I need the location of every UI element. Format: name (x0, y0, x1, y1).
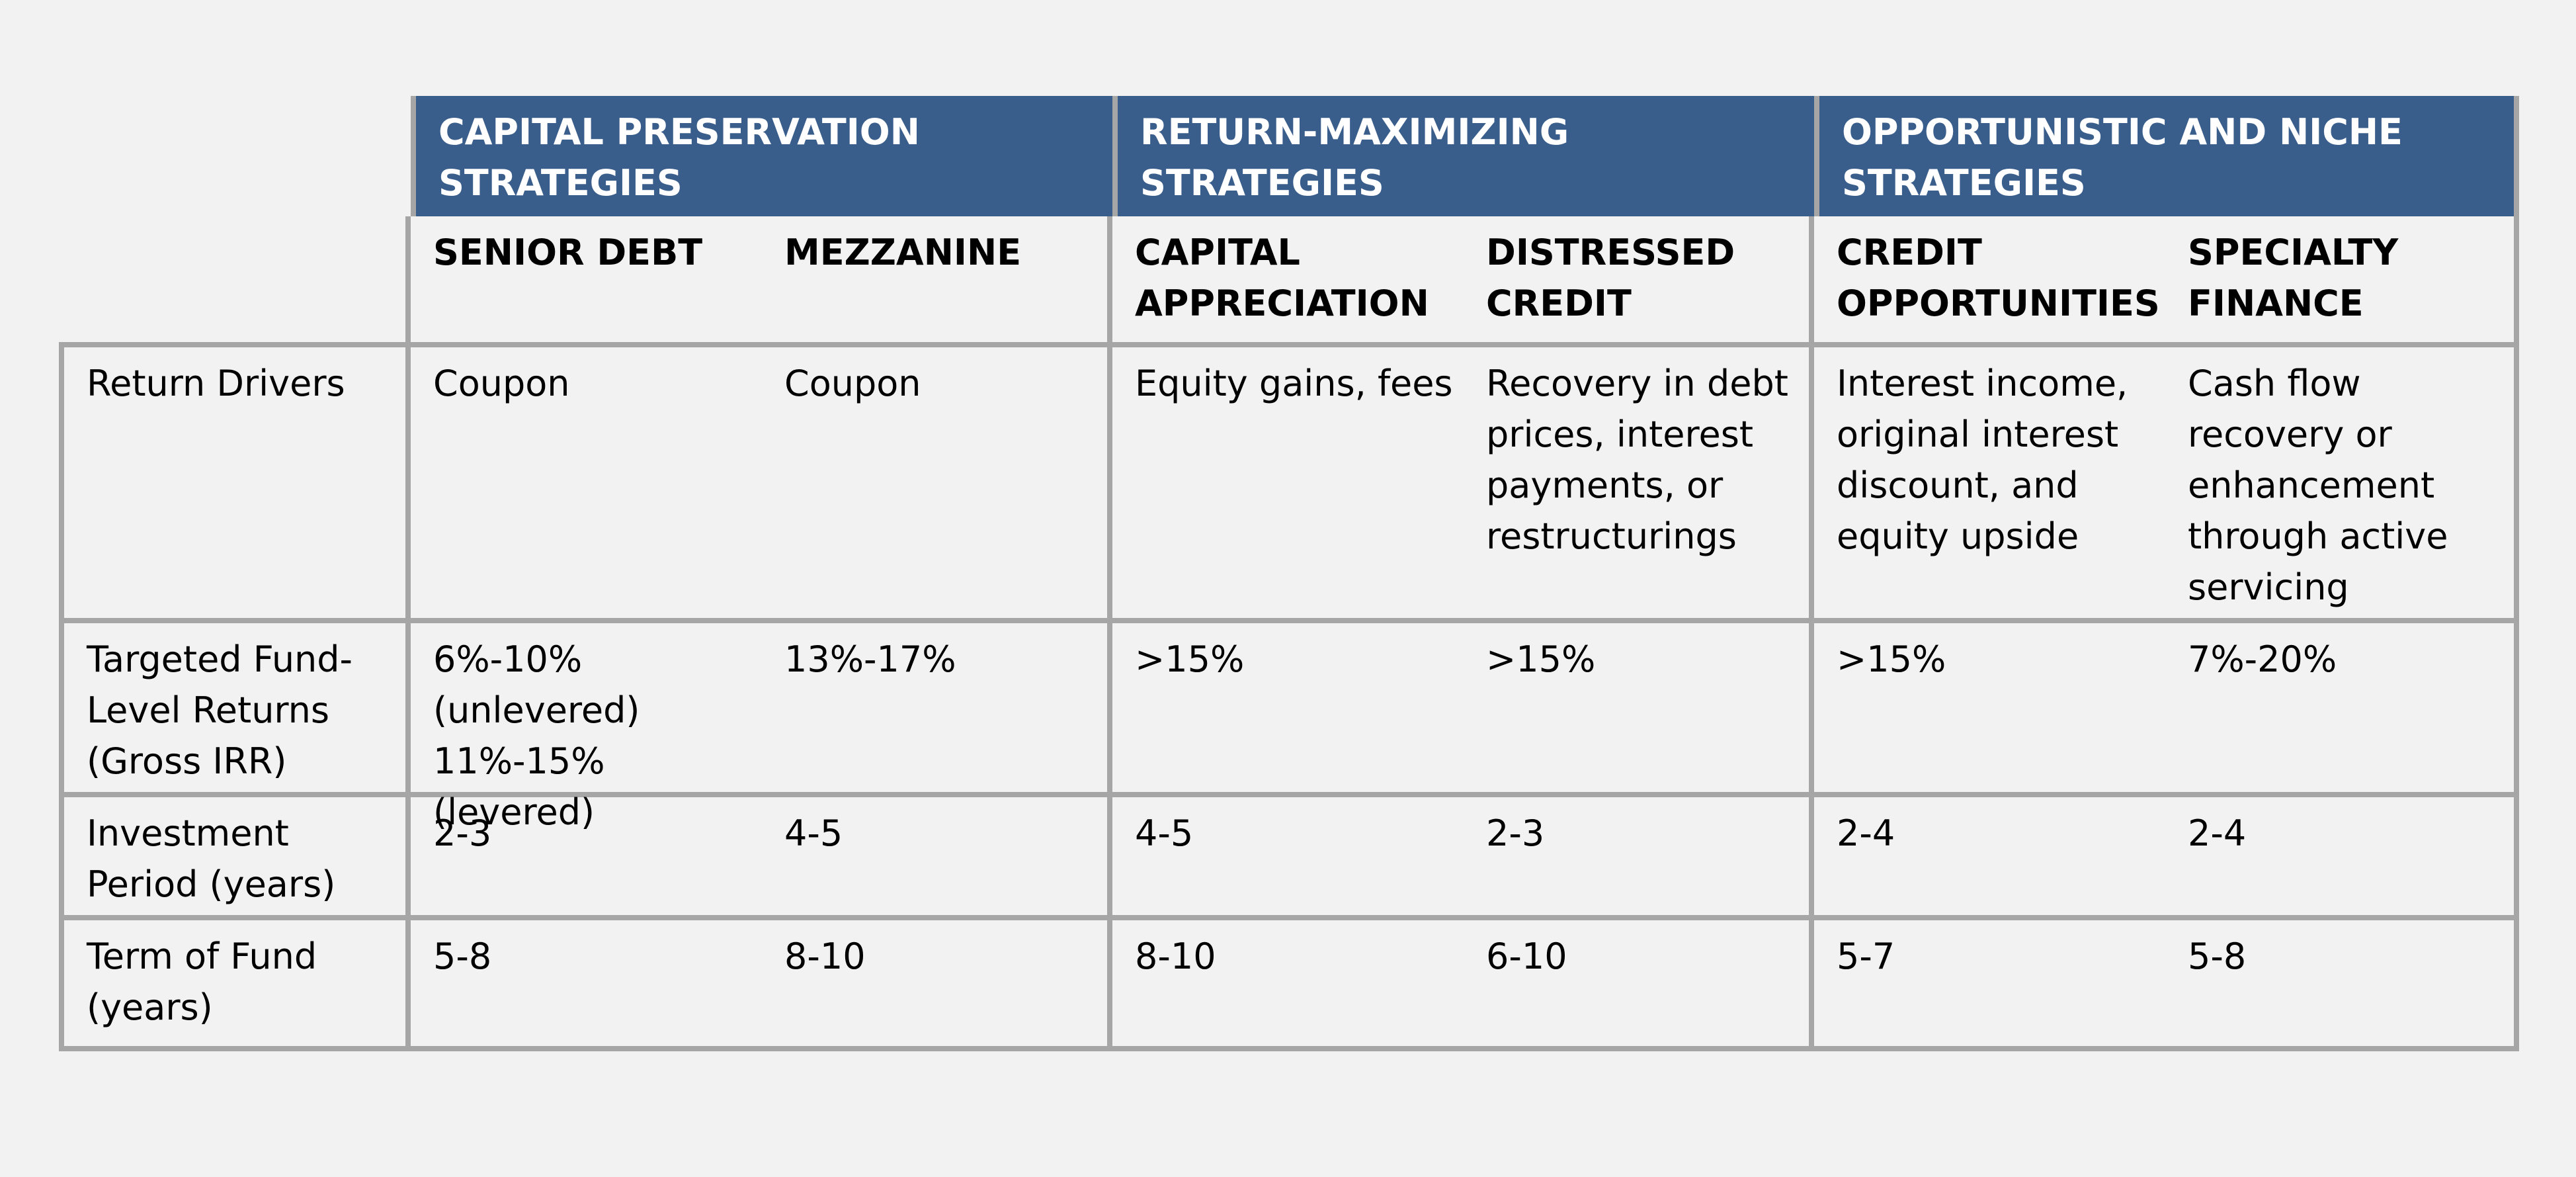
table-cell: 5-8 (2188, 936, 2247, 977)
table-cell: Equity gains, fees (1135, 363, 1453, 404)
strategy-table: CAPITAL PRESERVATION STRATEGIES RETURN-M… (59, 96, 2519, 1051)
col-header-credit-opportunities: CREDIT OPPORTUNITIES (1837, 232, 2160, 324)
col-header-mezzanine: MEZZANINE (762, 216, 1112, 342)
table-cell: Interest income, original interest disco… (1837, 363, 2128, 557)
table-cell: Recovery in debt prices, interest paymen… (1464, 347, 1814, 618)
table-cell: 13%-17% (762, 623, 1112, 792)
table-cell: 4-5 (762, 797, 1112, 915)
table-cell: 2-4 (2188, 812, 2247, 854)
row-label: Targeted Fund-Level Returns (Gross IRR) (64, 623, 411, 792)
table-cell: >15% (1837, 638, 1946, 680)
table-cell: >15% (1135, 638, 1245, 680)
table-cell: 4-5 (1135, 812, 1194, 854)
row-label: Return Drivers (64, 347, 411, 618)
col-header-capital-appreciation: CAPITAL APPRECIATION (1135, 232, 1429, 324)
table-cell: 6-10 (1464, 920, 1814, 1046)
column-header-row: SENIOR DEBT MEZZANINE CAPITAL APPRECIATI… (59, 216, 2519, 342)
table-body: Return Drivers Coupon Coupon Equity gain… (59, 342, 2519, 1051)
table-row-term-of-fund: Term of Fund (years) 5-8 8-10 8-10 6-10 … (64, 920, 2514, 1046)
table-cell: Coupon (433, 363, 570, 404)
group-return-maximizing: RETURN-MAXIMIZING STRATEGIES (1112, 96, 1814, 216)
corner-blank (59, 96, 411, 216)
table-cell: Cash flow recovery or enhancement throug… (2188, 363, 2448, 608)
table-row-targeted-returns: Targeted Fund-Level Returns (Gross IRR) … (64, 623, 2514, 833)
row-label: Investment Period (years) (64, 797, 411, 915)
col-header-specialty-finance: SPECIALTY FINANCE (2165, 216, 2519, 342)
col-header-distressed-credit: DISTRESSED CREDIT (1464, 216, 1814, 342)
group-capital-preservation: CAPITAL PRESERVATION STRATEGIES (411, 96, 1112, 216)
group-header-row: CAPITAL PRESERVATION STRATEGIES RETURN-M… (59, 96, 2519, 216)
table-cell: >15% (1464, 623, 1814, 792)
group-opportunistic-niche: OPPORTUNISTIC AND NICHE STRATEGIES (1814, 96, 2519, 216)
table-cell: 7%-20% (2188, 638, 2337, 680)
table-cell: 2-3 (1464, 797, 1814, 915)
table-cell: 8-10 (762, 920, 1112, 1046)
row-label: Term of Fund (years) (64, 920, 411, 1046)
table-cell: 8-10 (1135, 936, 1216, 977)
table-row-return-drivers: Return Drivers Coupon Coupon Equity gain… (64, 347, 2514, 623)
table-row-investment-period: Investment Period (years) 2-3 4-5 4-5 2-… (64, 797, 2514, 920)
col-header-senior-debt: SENIOR DEBT (433, 232, 703, 273)
corner-blank-sub (59, 216, 411, 342)
table-cell: 2-4 (1837, 812, 1895, 854)
table-cell: 5-8 (433, 936, 492, 977)
table-cell: Coupon (762, 347, 1112, 618)
table-cell: 6%-10% (unlevered) 11%-15%(levered) (433, 638, 640, 833)
table-cell: 2-3 (433, 812, 492, 854)
table-cell: 5-7 (1837, 936, 1895, 977)
